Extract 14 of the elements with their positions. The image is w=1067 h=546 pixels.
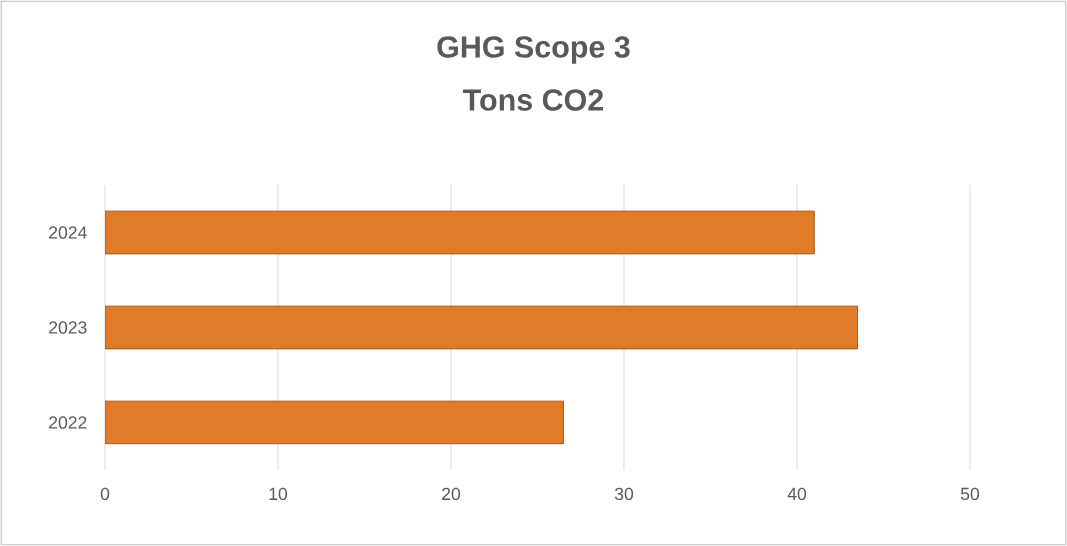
y-tick-label: 2023 (49, 321, 87, 334)
x-tick-label: 40 (787, 487, 807, 501)
y-tick-label: 2022 (49, 416, 87, 429)
x-tick-label: 30 (614, 487, 634, 501)
x-tick-label: 50 (960, 487, 980, 501)
chart-subtitle: Tons CO2 (463, 89, 604, 111)
y-tick-label: 2024 (49, 226, 87, 239)
x-tick-label: 0 (100, 487, 110, 501)
x-tick-label: 20 (442, 487, 461, 501)
chart-title: GHG Scope 3 (437, 36, 630, 64)
bar (105, 210, 815, 255)
bar (105, 305, 859, 350)
x-tick-label: 10 (269, 487, 288, 501)
bar (105, 400, 564, 445)
